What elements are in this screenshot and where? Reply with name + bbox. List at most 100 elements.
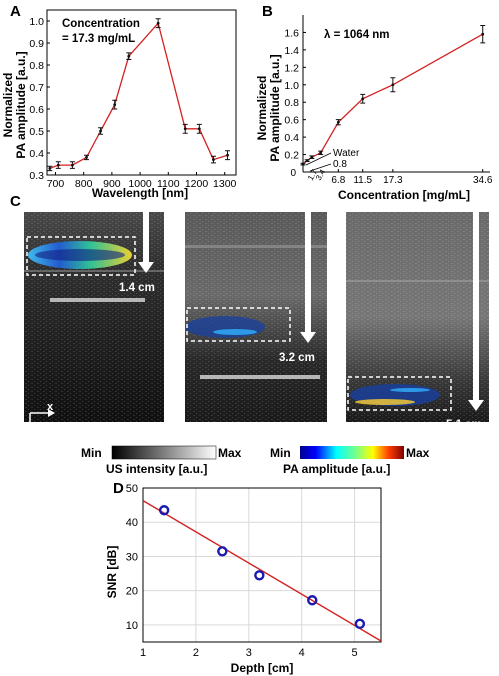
chart-a-xtick-label: 900 — [103, 178, 121, 190]
chart-a-ytick-label: 0.3 — [29, 170, 44, 182]
chart-a-series-line — [49, 21, 228, 170]
chart-d-ytick-label: 40 — [126, 517, 138, 529]
chart-b-label-08: 0.8 — [333, 159, 347, 170]
chart-d-point — [217, 546, 228, 557]
roi-box-1 — [26, 236, 136, 276]
depth-arrow-2 — [305, 212, 311, 332]
chart-b-ylabel: Normalized PA amplitude [a.u.] — [255, 54, 282, 161]
chart-a-ylabel-line1: Normalized — [1, 73, 15, 138]
chart-b-ytick-label: 0.2 — [284, 150, 299, 162]
chart-b-ytick-label: 1.6 — [284, 27, 299, 39]
chart-b-point — [391, 83, 395, 87]
chart-a-point — [70, 163, 74, 167]
chart-d-xtick-label: 5 — [351, 647, 357, 659]
chart-b-point — [336, 120, 340, 124]
chart-a-point — [48, 167, 52, 170]
chart-a-point — [85, 156, 88, 159]
chart-d-xtick-label: 4 — [299, 647, 305, 659]
chart-b-leader-water — [305, 152, 332, 166]
vessel-pa-2 — [185, 316, 265, 338]
chart-b-xtick-label: 6.8 — [331, 175, 345, 186]
chart-a-ytick-label: 0.9 — [29, 38, 44, 50]
chart-b-label-water: Water — [333, 148, 360, 159]
chart-a-ylabel: Normalized PA amplitude [a.u.] — [1, 51, 28, 158]
chart-a-ytick-label: 0.4 — [29, 148, 44, 160]
chart-b-ytick-label: 0.4 — [284, 132, 299, 144]
chart-b-ytick-label: 0.6 — [284, 115, 299, 127]
axis-indicator: x z — [26, 401, 55, 435]
chart-d-ytick-label: 30 — [126, 551, 138, 563]
chart-d-xtick-label: 3 — [246, 647, 252, 659]
depth-label-1: 1.4 cm — [119, 282, 155, 294]
panel-letter-b: B — [262, 3, 273, 20]
chart-a-ytick-label: 0.5 — [29, 126, 44, 138]
chart-d-ytick-label: 10 — [126, 620, 138, 632]
us-colorbar-label: US intensity [a.u.] — [106, 462, 207, 476]
chart-b: λ = 1064 nm Normalized PA amplitude [a.u… — [255, 15, 493, 202]
chart-a-point — [212, 158, 215, 162]
chart-a-point — [127, 54, 131, 58]
chart-a-annotation-line2: = 17.3 mg/mL — [62, 33, 135, 45]
chart-d-xtick-label: 2 — [193, 647, 199, 659]
colorbars: Min Max US intensity [a.u.] Min Max PA a… — [81, 445, 430, 476]
chart-b-ytick-label: 1.0 — [284, 80, 299, 92]
roi-box-3 — [347, 376, 452, 411]
chart-d-point — [254, 570, 265, 581]
chart-a-xtick-label: 800 — [75, 178, 93, 190]
chart-a-point — [113, 103, 117, 106]
chart-d-ytick-label: 20 — [126, 586, 138, 598]
pa-colorbar — [300, 446, 404, 459]
chart-a-point — [156, 21, 160, 25]
panel-letter-d: D — [113, 480, 124, 497]
chart-b-point — [319, 151, 323, 155]
chart-a-point — [183, 127, 187, 131]
chart-a-xtick-label: 1000 — [128, 178, 152, 190]
us-colorbar-min: Min — [81, 446, 102, 460]
chart-a-point — [99, 129, 102, 133]
chart-d-xlabel: Depth [cm] — [231, 661, 294, 675]
chart-b-xtick-label: 17.3 — [383, 175, 403, 186]
chart-b-series-line — [302, 33, 484, 165]
chart-b-point — [481, 32, 485, 36]
chart-b-ylabel-line1: Normalized — [255, 76, 269, 141]
us-colorbar-max: Max — [218, 446, 242, 460]
axis-z-label: z — [34, 423, 40, 435]
chart-b-ytick-label: 1.2 — [284, 62, 299, 74]
chart-a-ytick-label: 0.8 — [29, 60, 44, 72]
chart-a-xtick-label: 1200 — [185, 178, 209, 190]
roi-box-2 — [186, 307, 291, 342]
chart-b-xtick-label: 34.6 — [473, 175, 493, 186]
chart-b-leader-08 — [309, 163, 332, 172]
chart-a-xtick-label: 700 — [47, 178, 65, 190]
chart-d-ytick-label: 50 — [126, 483, 138, 495]
chart-a-ytick-label: 0.7 — [29, 82, 44, 94]
chart-a-xtick-label: 1100 — [157, 178, 180, 190]
chart-d: SNR [dB] Depth [cm] 10 20 30 40 50 1 2 3 4 5 — [105, 483, 382, 675]
chart-b-point — [301, 162, 305, 166]
us-image-1: 1.4 cm — [24, 212, 164, 422]
chart-b-annotation: λ = 1064 nm — [324, 29, 390, 41]
chart-b-xlabel: Concentration [mg/mL] — [338, 188, 470, 202]
us-image-3: 5.1 cm — [346, 212, 489, 431]
axis-x-label: x — [47, 401, 54, 413]
pa-colorbar-max: Max — [406, 446, 430, 460]
chart-a-point — [56, 163, 60, 167]
chart-a-ylabel-line2: PA amplitude [a.u.] — [14, 51, 28, 158]
depth-arrow-1 — [143, 212, 149, 262]
panel-letter-a: A — [10, 3, 21, 20]
chart-d-point — [307, 595, 318, 606]
chart-d-ylabel: SNR [dB] — [105, 546, 119, 599]
panel-letter-c: C — [10, 193, 21, 210]
depth-label-3: 5.1 cm — [446, 419, 482, 431]
chart-a-annotation-line1: Concentration — [62, 18, 140, 30]
chart-a-point — [197, 127, 201, 131]
depth-label-2: 3.2 cm — [279, 352, 315, 364]
depth-arrow-3 — [473, 212, 479, 400]
us-colorbar — [111, 445, 217, 460]
chart-b-xtick-label: 11.5 — [353, 175, 372, 186]
pa-colorbar-min: Min — [270, 446, 291, 460]
chart-b-point — [310, 155, 314, 159]
chart-d-point — [354, 618, 366, 630]
chart-d-point — [158, 505, 170, 516]
ultrasound-row: 1.4 cm 3.2 cm 5.1 cm x z — [24, 212, 489, 435]
